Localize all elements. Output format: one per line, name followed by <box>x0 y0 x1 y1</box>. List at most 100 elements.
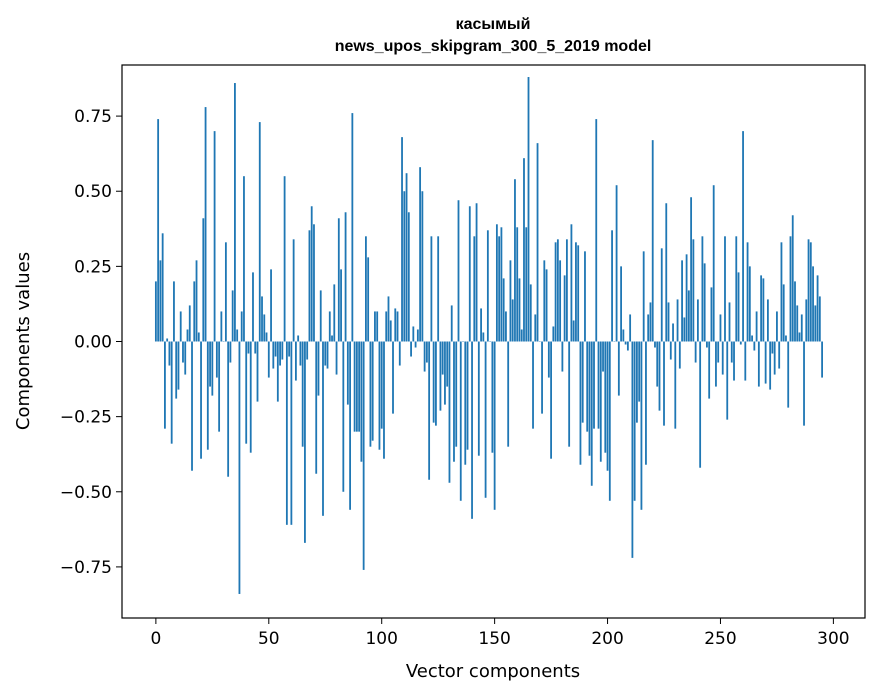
bar <box>258 122 261 342</box>
bar <box>473 236 476 342</box>
bar <box>814 305 817 342</box>
bar <box>430 236 433 342</box>
bar <box>507 341 510 447</box>
bar <box>475 203 478 342</box>
bar <box>586 341 589 432</box>
bar <box>414 341 417 348</box>
bar <box>547 341 550 378</box>
bar <box>477 341 480 456</box>
bar <box>437 236 440 342</box>
bar <box>570 224 573 342</box>
bar <box>441 341 444 375</box>
bar <box>719 314 722 342</box>
bar <box>525 227 528 342</box>
bar <box>276 341 279 402</box>
bar <box>484 341 487 498</box>
bar <box>385 311 388 342</box>
bar <box>421 191 424 342</box>
bar <box>358 341 361 432</box>
y-tick-label: 0.00 <box>74 333 112 353</box>
bar <box>227 341 230 477</box>
plot-frame <box>121 64 866 619</box>
bar <box>238 341 241 594</box>
bar <box>667 302 670 342</box>
x-tick-label: 200 <box>591 629 623 649</box>
bar <box>457 200 460 342</box>
bar <box>331 335 333 342</box>
bar <box>346 341 349 405</box>
bar <box>450 305 453 342</box>
bar <box>419 167 422 342</box>
bar <box>398 341 401 366</box>
bar <box>301 341 304 447</box>
bar <box>640 341 643 510</box>
bar <box>721 341 724 375</box>
bar <box>502 278 505 342</box>
bar <box>308 230 311 342</box>
bar <box>161 233 164 342</box>
bar <box>383 341 385 459</box>
bar <box>615 185 618 342</box>
bar <box>800 314 803 342</box>
bar <box>389 320 392 342</box>
bar <box>328 311 331 342</box>
bar <box>626 341 629 351</box>
bar <box>812 266 814 342</box>
bar <box>780 242 783 342</box>
bar <box>202 218 205 342</box>
bar <box>195 260 198 342</box>
bar <box>387 296 390 342</box>
bar <box>755 311 758 342</box>
bar <box>782 284 785 342</box>
bar <box>751 335 753 342</box>
bar <box>685 254 688 342</box>
bar <box>231 290 234 342</box>
bar <box>324 341 327 366</box>
bar <box>154 281 157 342</box>
bar <box>660 248 663 342</box>
bar <box>620 266 622 342</box>
bar <box>500 227 503 342</box>
x-tick-label: 100 <box>365 629 397 649</box>
bar <box>687 290 690 342</box>
x-axis-ticks: 0 50 100 150 200 250 300 <box>150 618 850 649</box>
bar <box>748 266 751 342</box>
bar <box>647 314 650 342</box>
bar <box>728 302 731 342</box>
bar <box>730 341 733 363</box>
bar <box>206 341 209 450</box>
bar <box>410 341 412 357</box>
bar <box>407 212 410 342</box>
bar <box>326 341 329 369</box>
bar <box>520 329 523 342</box>
bar <box>297 335 300 342</box>
bar <box>581 341 584 423</box>
bar <box>333 284 336 342</box>
bar <box>545 269 548 342</box>
bar <box>466 341 469 450</box>
bar <box>796 305 799 342</box>
bar <box>365 236 367 342</box>
bar <box>633 341 636 501</box>
bar <box>595 119 598 342</box>
bar <box>283 176 286 342</box>
bar <box>200 341 202 459</box>
bar <box>288 341 291 357</box>
bar <box>608 341 611 501</box>
bar <box>663 341 665 426</box>
x-tick-label: 0 <box>150 629 161 649</box>
bar <box>565 239 568 342</box>
bar <box>735 236 738 342</box>
bar <box>310 206 313 342</box>
bar <box>710 287 713 342</box>
bar <box>762 278 765 342</box>
bar <box>177 341 180 390</box>
bar <box>184 341 187 375</box>
bar <box>405 173 408 342</box>
y-axis-ticks: −0.75 −0.50 −0.25 0.00 0.25 0.50 0.75 <box>60 107 122 578</box>
bar <box>464 341 467 465</box>
bar <box>243 176 245 342</box>
bar <box>638 341 641 402</box>
bar <box>435 341 437 426</box>
bar <box>279 341 281 366</box>
